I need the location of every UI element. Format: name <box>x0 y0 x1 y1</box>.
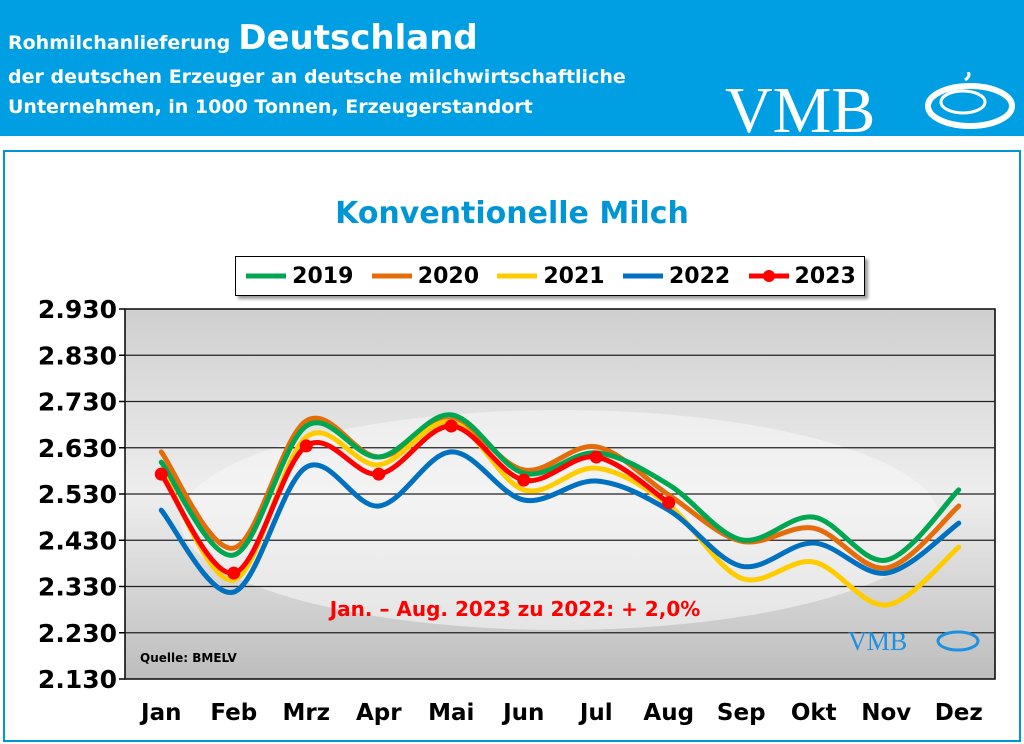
legend-label: 2020 <box>417 263 479 289</box>
legend-swatch <box>497 273 538 279</box>
header-title: Rohmilchanlieferung Deutschland <box>8 18 478 58</box>
source-label: Quelle: BMELV <box>140 651 238 665</box>
legend: 2019 2020 2021 2022 2023 <box>235 256 865 296</box>
data-point-2023 <box>227 566 241 580</box>
header-subtitle-1: der deutschen Erzeuger an deutsche milch… <box>8 66 626 88</box>
chart-frame <box>3 150 1021 742</box>
x-tick-label: Feb <box>210 700 257 726</box>
legend-item-2020: 2020 <box>370 264 479 289</box>
x-tick-label: Okt <box>791 700 837 726</box>
data-point-2023 <box>154 467 168 481</box>
legend-label: 2022 <box>668 263 731 289</box>
x-tick-label: Jul <box>578 700 613 726</box>
y-tick-label: 2.430 <box>38 526 117 555</box>
x-tick-label: Jun <box>501 700 544 726</box>
vmb-logo: VMB <box>725 72 1015 136</box>
series-line-2019 <box>158 412 962 563</box>
x-tick-label: Mrz <box>282 700 330 726</box>
y-tick-label: 2.830 <box>38 341 117 370</box>
legend-item-2021: 2021 <box>495 263 605 289</box>
legend-label: 2023 <box>794 263 856 289</box>
header-title-small: Rohmilchanlieferung <box>8 32 231 54</box>
x-tick-label: Jan <box>139 700 181 726</box>
header-subtitle-2: Unternehmen, in 1000 Tonnen, Erzeugersta… <box>8 96 533 118</box>
x-tick-label: Nov <box>861 700 911 726</box>
data-point-2023 <box>444 419 458 433</box>
x-tick-label: Aug <box>643 700 694 726</box>
watermark-logo: VMB <box>848 627 907 656</box>
x-tick-label: Mai <box>428 700 474 726</box>
legend-item-2019: 2019 <box>244 264 353 289</box>
svg-text:VMB: VMB <box>725 74 875 136</box>
legend-item-2023: 2023 <box>747 264 856 289</box>
data-point-2023 <box>517 473 531 487</box>
y-tick-label: 2.230 <box>38 619 117 648</box>
y-tick-label: 2.630 <box>38 434 117 463</box>
watermark-logo-icon <box>936 630 980 652</box>
x-tick-label: Dez <box>935 700 983 726</box>
y-tick-label: 2.930 <box>38 295 117 324</box>
x-tick-label: Apr <box>356 700 402 726</box>
header-banner: Rohmilchanlieferung Deutschland der deuts… <box>0 0 1024 136</box>
data-point-2023 <box>662 496 676 510</box>
x-tick-label: Sep <box>717 700 766 726</box>
legend-label: 2021 <box>543 263 605 289</box>
legend-item-2022: 2022 <box>621 264 730 289</box>
series-line-2022 <box>158 449 962 595</box>
y-tick-label: 2.530 <box>38 480 117 509</box>
y-tick-label: 2.730 <box>38 388 117 417</box>
legend-swatch <box>246 273 287 279</box>
y-tick-label: 2.330 <box>38 573 117 602</box>
data-point-2023 <box>372 467 386 481</box>
legend-swatch <box>622 273 663 279</box>
header-title-big: Deutschland <box>238 18 478 58</box>
legend-swatch <box>748 270 789 282</box>
data-point-2023 <box>299 439 313 453</box>
y-tick-label: 2.130 <box>38 665 117 694</box>
legend-label: 2019 <box>292 263 354 289</box>
legend-swatch <box>371 273 412 279</box>
data-point-2023 <box>589 450 603 464</box>
chart-title: Konventionelle Milch <box>335 196 689 231</box>
annotation-text: Jan. – Aug. 2023 zu 2022: + 2,0% <box>328 597 701 621</box>
